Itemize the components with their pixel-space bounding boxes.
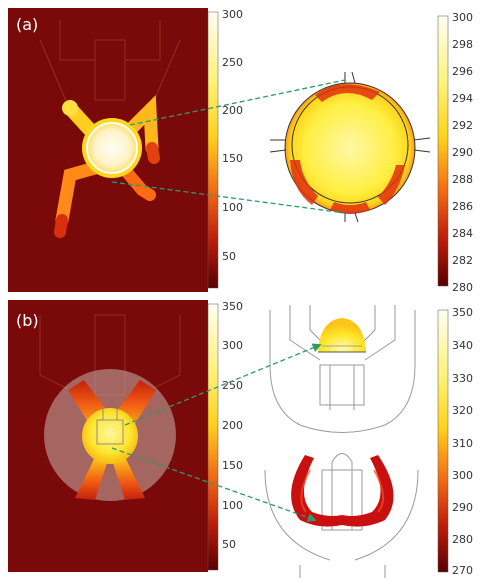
tick-label: 100 bbox=[222, 201, 243, 214]
tick-label: 294 bbox=[452, 92, 473, 105]
panel-a-zoom-view bbox=[269, 71, 431, 223]
panel-b-right-colorbar-ticks: 350 340 330 320 310 300 290 280 270 bbox=[452, 306, 473, 577]
panel-b: (b) 350 300 250 200 150 100 50 bbox=[8, 300, 473, 578]
tick-label: 330 bbox=[452, 372, 473, 385]
tick-label: 292 bbox=[452, 119, 473, 132]
tick-label: 296 bbox=[452, 65, 473, 78]
panel-a-leader-line-bottom bbox=[111, 181, 346, 214]
tick-label: 300 bbox=[452, 11, 473, 24]
panel-b-leader-arrow-bottom bbox=[111, 447, 317, 522]
tick-label: 150 bbox=[222, 152, 243, 165]
panel-a-left-colorbar-ticks: 300 250 200 150 100 50 bbox=[222, 8, 243, 263]
panel-a-zoom-cold-spots bbox=[290, 84, 405, 214]
panel-a-leader-line-top bbox=[129, 79, 346, 126]
tick-label: 340 bbox=[452, 339, 473, 352]
tick-label: 300 bbox=[222, 339, 243, 352]
tick-label: 300 bbox=[452, 469, 473, 482]
panel-b-right-colorbar bbox=[437, 309, 449, 573]
panel-b-hot-core bbox=[82, 408, 138, 464]
panel-a-left-colorbar bbox=[207, 11, 219, 289]
tick-label: 280 bbox=[452, 281, 473, 294]
tick-label: 320 bbox=[452, 404, 473, 417]
tick-label: 288 bbox=[452, 173, 473, 186]
panel-b-label: (b) bbox=[16, 311, 39, 330]
tick-label: 298 bbox=[452, 38, 473, 51]
tick-label: 310 bbox=[452, 437, 473, 450]
tick-label: 282 bbox=[452, 254, 473, 267]
tick-label: 250 bbox=[222, 56, 243, 69]
tick-label: 50 bbox=[222, 538, 236, 551]
panel-b-zoom-bottom bbox=[264, 453, 419, 578]
panel-a-right-colorbar bbox=[437, 15, 449, 287]
tick-label: 270 bbox=[452, 564, 473, 577]
panel-a-zoom-connectors bbox=[269, 71, 431, 223]
tick-label: 290 bbox=[452, 146, 473, 159]
panel-a-geometry-outline bbox=[39, 20, 181, 111]
panel-b-core-geometry bbox=[96, 408, 124, 445]
panel-a-hot-core bbox=[86, 122, 138, 174]
tick-label: 300 bbox=[222, 8, 243, 21]
tick-label: 280 bbox=[452, 533, 473, 546]
panel-a-label: (a) bbox=[16, 15, 38, 34]
panel-b-leader-arrow-top bbox=[124, 343, 322, 426]
panel-a: (a) 300 250 200 150 100 50 bbox=[8, 8, 473, 294]
tick-label: 290 bbox=[452, 501, 473, 514]
tick-label: 50 bbox=[222, 250, 236, 263]
tick-label: 100 bbox=[222, 499, 243, 512]
panel-a-heater-arms bbox=[54, 95, 160, 238]
panel-b-hot-dome bbox=[318, 318, 366, 352]
tick-label: 286 bbox=[452, 200, 473, 213]
tick-label: 150 bbox=[222, 459, 243, 472]
panel-b-zoom-top bbox=[269, 305, 416, 433]
panel-b-left-colorbar-ticks: 350 300 250 200 150 100 50 bbox=[222, 300, 243, 551]
panel-b-hot-shell bbox=[291, 455, 394, 527]
tick-label: 350 bbox=[452, 306, 473, 319]
tick-label: 284 bbox=[452, 227, 473, 240]
panel-a-right-colorbar-ticks: 300 298 296 294 292 290 288 286 284 282 … bbox=[452, 11, 473, 294]
tick-label: 350 bbox=[222, 300, 243, 313]
tick-label: 200 bbox=[222, 104, 243, 117]
panel-b-left-colorbar bbox=[207, 303, 219, 571]
tick-label: 250 bbox=[222, 379, 243, 392]
tick-label: 200 bbox=[222, 419, 243, 432]
